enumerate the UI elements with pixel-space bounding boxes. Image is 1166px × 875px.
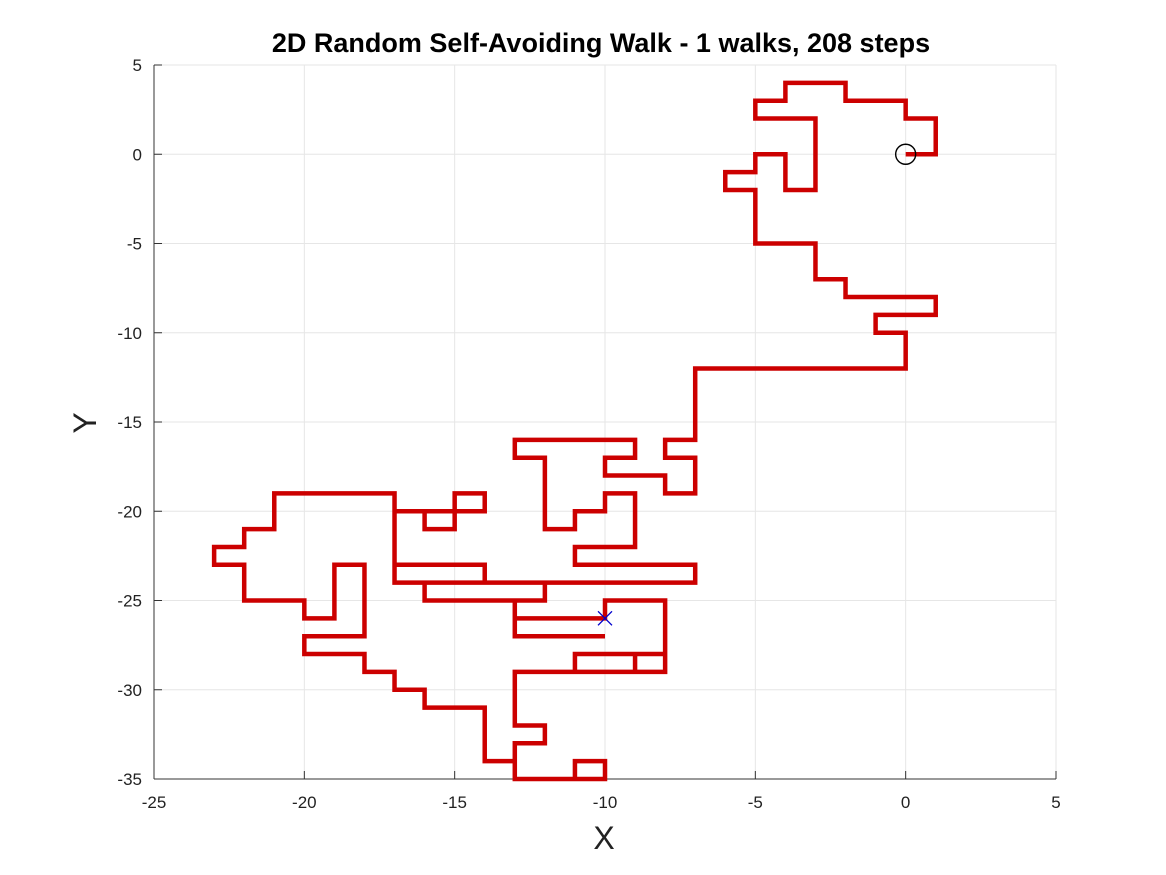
chart-title: 2D Random Self-Avoiding Walk - 1 walks, …: [272, 28, 930, 58]
end-marker-stroke: [597, 610, 613, 626]
x-tick-label: -5: [748, 793, 763, 812]
x-axis-label: X: [593, 820, 614, 856]
end-marker: [597, 610, 613, 626]
y-tick-label: -30: [117, 681, 142, 700]
y-tick-label: 5: [133, 56, 142, 75]
y-tick-label: 0: [133, 145, 142, 164]
x-tick-label: -15: [442, 793, 467, 812]
y-tick-label: -15: [117, 413, 142, 432]
walk-path: [211, 80, 938, 782]
x-tick-label: -10: [593, 793, 618, 812]
y-axis-label: Y: [67, 412, 103, 433]
start-marker: [894, 143, 917, 165]
y-tick-label: -25: [117, 592, 142, 611]
y-tick-label: -20: [117, 502, 142, 521]
x-tick-label: -25: [142, 793, 167, 812]
x-tick-label: 0: [901, 793, 910, 812]
x-tick-label: -20: [292, 793, 317, 812]
y-tick-label: -10: [117, 324, 142, 343]
tick-labels: -25 -20 -15 -10 -5 0 5 5 0 -5 -10 -15 -20 -25 -30 -35: [117, 56, 1060, 812]
y-tick-label: -5: [127, 235, 142, 254]
x-tick-label: 5: [1051, 793, 1060, 812]
y-tick-label: -35: [117, 770, 142, 789]
